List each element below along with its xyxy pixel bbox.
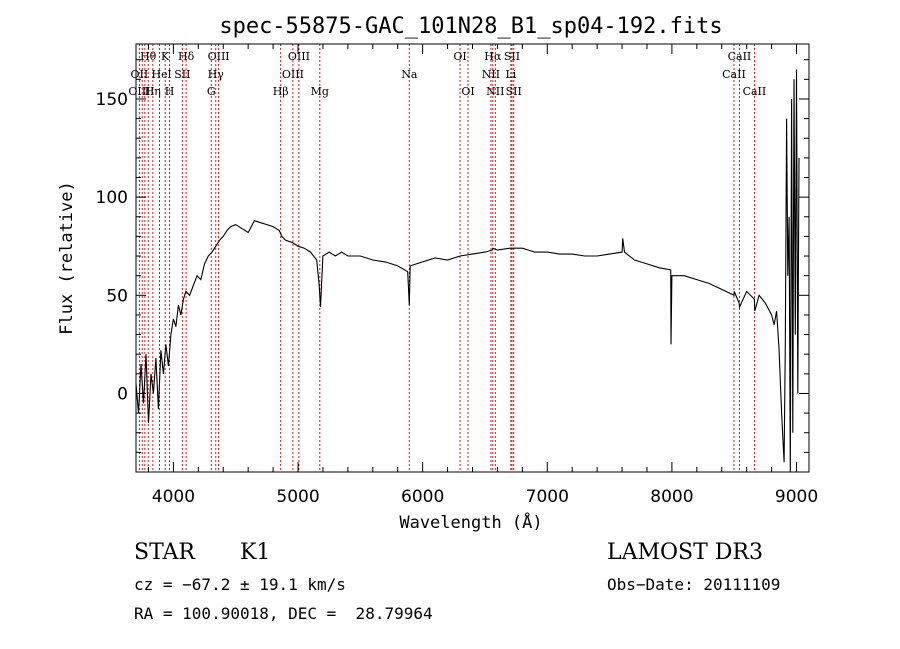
coordinates: RA = 100.90018, DEC = 28.79964 — [134, 604, 433, 623]
spectral-line-label: OIII — [282, 68, 304, 81]
y-tick-label: 150 — [96, 90, 128, 110]
chart-title: spec-55875-GAC_101N28_B1_sp04-192.fits — [219, 14, 722, 39]
object-class: STAR — [134, 540, 195, 565]
x-tick-label: 8000 — [650, 487, 693, 507]
spectral-line-label: OI — [453, 50, 466, 63]
x-tick-label: 6000 — [401, 487, 444, 507]
spectral-line-label: SII — [174, 68, 190, 81]
y-axis-label: Flux (relative) — [57, 181, 77, 335]
x-tick-label: 9000 — [775, 487, 818, 507]
spectral-line-label: CaII — [728, 50, 752, 63]
spectral-line-label: OIII — [288, 50, 310, 63]
spectral-line-label: Hγ — [208, 68, 225, 81]
spectral-line-label: H — [165, 85, 175, 98]
spectral-line-label: Li — [505, 68, 516, 81]
spectral-line-label: SII — [504, 50, 520, 63]
spectral-line-label: OIII — [208, 50, 230, 63]
spectral-line-label: Hθ — [140, 50, 157, 63]
spectral-line-label: OII — [131, 68, 149, 81]
spectral-line-markers — [138, 44, 755, 472]
spectral-line-label: K — [161, 50, 170, 63]
x-tick-label: 5000 — [276, 487, 319, 507]
spectral-line-label: OI — [461, 85, 474, 98]
x-axis-ticks: 4000 5000 6000 7000 8000 9000 — [147, 44, 818, 507]
y-tick-label: 50 — [106, 286, 128, 306]
spectral-line-label: Hβ — [273, 85, 289, 98]
x-axis-label: Wavelength (Å) — [399, 511, 542, 533]
redshift-cz: cz = −67.2 ± 19.1 km/s — [134, 575, 346, 594]
spectral-line-label: He — [152, 68, 168, 81]
x-tick-label: 4000 — [152, 487, 195, 507]
spectral-line-label: G — [207, 85, 216, 98]
spectral-line-label: Na — [401, 68, 418, 81]
spectral-line-label: SII — [506, 85, 522, 98]
x-tick-label: 7000 — [526, 487, 569, 507]
y-tick-label: 0 — [117, 384, 128, 404]
spectral-line-label: CaII — [722, 68, 746, 81]
spectral-line-label: Hη — [145, 85, 161, 98]
obs-date: Obs−Date: 20111109 — [607, 575, 781, 594]
spectral-line-label: NII — [482, 68, 500, 81]
spectral-line-label: CaII — [743, 85, 767, 98]
spectral-line-label: I — [167, 68, 171, 81]
spectral-line-label: Mg — [311, 85, 329, 98]
survey-name: LAMOST DR3 — [607, 540, 763, 565]
y-tick-label: 100 — [96, 188, 128, 208]
subclass: K1 — [240, 540, 271, 565]
plot-frame — [135, 43, 810, 473]
spectral-line-label: OIII — [128, 85, 150, 98]
spectral-line-label: NII — [486, 85, 504, 98]
y-axis-ticks: 0 50 100 150 — [96, 59, 809, 453]
spectral-line-label: Hα — [484, 50, 502, 63]
flux-series-line — [135, 69, 800, 473]
spectral-line-label: Hδ — [178, 50, 195, 63]
